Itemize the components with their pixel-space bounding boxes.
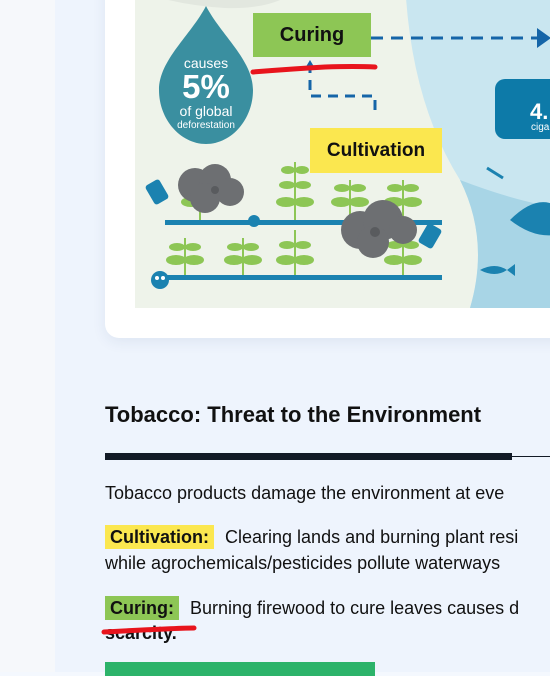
curing-tag: Curing:	[105, 596, 179, 620]
pollution-cloud-icon-2	[341, 200, 417, 258]
arrow-right-icon	[537, 28, 550, 48]
drop-causes-text: causes	[183, 55, 229, 71]
fish-icon	[510, 202, 550, 236]
tobacco-plants	[145, 162, 442, 289]
pesticide-bottle-icon-2	[418, 223, 442, 249]
cultivation-label: Cultivation	[310, 128, 442, 173]
small-fish-icon	[480, 264, 515, 276]
pesticide-bottle-icon	[145, 179, 169, 205]
curing-text-line2: scarcity.	[105, 623, 177, 643]
skull-icon	[151, 271, 169, 289]
intro-paragraph: Tobacco products damage the environment …	[105, 483, 505, 503]
water-drop-icon	[159, 6, 253, 144]
cultivation-paragraph: Cultivation: Clearing lands and burning …	[105, 525, 518, 550]
section-title: Tobacco: Threat to the Environment	[105, 402, 482, 427]
skull-icon-2	[248, 215, 260, 227]
cigarette-stat-badge: 4. ciga	[495, 79, 550, 139]
curing-text: Burning firewood to cure leaves causes d	[190, 598, 520, 618]
cultivation-text-line2: while agrochemicals/pesticides pollute w…	[105, 553, 501, 573]
drop-percent-text: 5%	[182, 68, 230, 105]
cigarette-stat-value: 4.	[530, 99, 549, 124]
title-underline-thin	[512, 456, 550, 457]
next-paragraph-tag-cutoff	[105, 662, 375, 676]
left-gutter	[0, 0, 55, 672]
title-underline	[105, 453, 512, 460]
cultivation-tag: Cultivation:	[105, 525, 214, 549]
drop-deforestation-text: deforestation	[177, 120, 235, 131]
infographic-card: Curing Cultivation causes 5% of global d…	[105, 0, 550, 338]
curing-label: Curing	[253, 13, 371, 57]
cultivation-text: Clearing lands and burning plant resi	[225, 527, 519, 547]
drop-global-text: of global	[179, 103, 233, 119]
cigarette-stat-caption: ciga	[531, 122, 550, 133]
curing-paragraph: Curing: Burning firewood to cure leaves …	[105, 596, 519, 621]
